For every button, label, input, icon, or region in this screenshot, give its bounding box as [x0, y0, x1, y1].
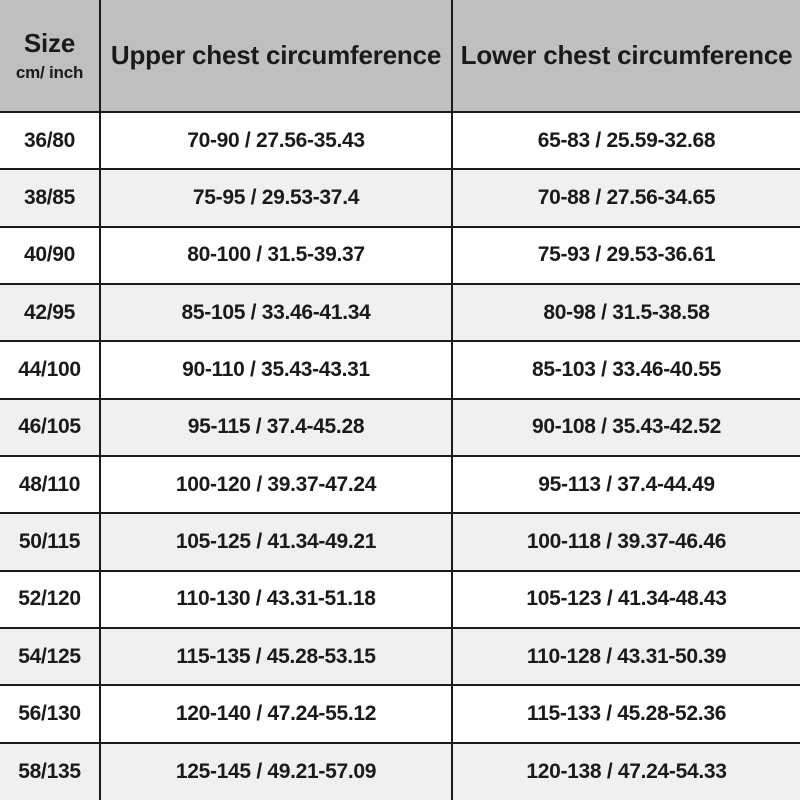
cell-lower-chest: 85-103 / 33.46-40.55: [452, 341, 800, 400]
column-header-size: Size cm/ inch: [0, 0, 101, 113]
table-header: Size cm/ inch Upper chest circumference …: [0, 0, 800, 113]
cell-size: 40/90: [0, 226, 101, 285]
cell-upper-chest: 110-130 / 43.31-51.18: [100, 570, 453, 629]
table-row: 38/85 75-95 / 29.53-37.4 70-88 / 27.56-34.…: [0, 169, 800, 228]
table-row: 50/115 105-125 / 41.34-49.21 100-118 / 39.…: [0, 513, 800, 572]
cell-lower-chest: 90-108 / 35.43-42.52: [452, 398, 800, 457]
column-header-upper-chest-label: Upper chest circumference: [110, 39, 442, 70]
table-row: 52/120 110-130 / 43.31-51.18 105-123 / 41.…: [0, 570, 800, 629]
cell-upper-chest: 95-115 / 37.4-45.28: [100, 398, 453, 457]
cell-upper-chest: 90-110 / 35.43-43.31: [100, 341, 453, 400]
cell-lower-chest: 80-98 / 31.5-38.58: [452, 283, 800, 343]
table-row: 54/125 115-135 / 45.28-53.15 110-128 / 43.…: [0, 627, 800, 687]
cell-lower-chest: 95-113 / 37.4-44.49: [452, 455, 800, 515]
table-body: 36/80 70-90 / 27.56-35.43 65-83 / 25.59-32…: [0, 112, 800, 800]
table-row: 56/130 120-140 / 47.24-55.12 115-133 / 45.…: [0, 685, 800, 744]
table-row: 46/105 95-115 / 37.4-45.28 90-108 / 35.43-…: [0, 398, 800, 457]
cell-size: 46/105: [0, 398, 101, 457]
cell-size: 48/110: [0, 455, 101, 515]
cell-lower-chest: 70-88 / 27.56-34.65: [452, 169, 800, 228]
cell-lower-chest: 100-118 / 39.37-46.46: [452, 513, 800, 572]
cell-upper-chest: 120-140 / 47.24-55.12: [100, 685, 453, 744]
cell-upper-chest: 115-135 / 45.28-53.15: [100, 627, 453, 687]
table-row: 48/110 100-120 / 39.37-47.24 95-113 / 37.4…: [0, 455, 800, 515]
cell-upper-chest: 80-100 / 31.5-39.37: [100, 226, 453, 285]
table-row: 40/90 80-100 / 31.5-39.37 75-93 / 29.53-36…: [0, 226, 800, 285]
cell-size: 54/125: [0, 627, 101, 687]
table-row: 36/80 70-90 / 27.56-35.43 65-83 / 25.59-32…: [0, 112, 800, 171]
table-row: 58/135 125-145 / 49.21-57.09 120-138 / 47.…: [0, 742, 800, 800]
cell-size: 58/135: [0, 742, 101, 800]
cell-size: 38/85: [0, 169, 101, 228]
cell-lower-chest: 115-133 / 45.28-52.36: [452, 685, 800, 744]
cell-size: 44/100: [0, 341, 101, 400]
cell-upper-chest: 75-95 / 29.53-37.4: [100, 169, 453, 228]
table-row: 42/95 85-105 / 33.46-41.34 80-98 / 31.5-38…: [0, 283, 800, 343]
column-header-size-units: cm/ inch: [15, 63, 84, 83]
column-header-lower-chest: Lower chest circumference: [452, 0, 800, 113]
cell-size: 36/80: [0, 112, 101, 171]
cell-size: 50/115: [0, 513, 101, 572]
cell-size: 42/95: [0, 283, 101, 343]
cell-upper-chest: 100-120 / 39.37-47.24: [100, 455, 453, 515]
column-header-lower-chest-label: Lower chest circumference: [460, 39, 793, 70]
cell-upper-chest: 105-125 / 41.34-49.21: [100, 513, 453, 572]
table-row: 44/100 90-110 / 35.43-43.31 85-103 / 33.46…: [0, 341, 800, 400]
cell-lower-chest: 110-128 / 43.31-50.39: [452, 627, 800, 687]
cell-size: 52/120: [0, 570, 101, 629]
column-header-upper-chest: Upper chest circumference: [100, 0, 453, 113]
cell-upper-chest: 70-90 / 27.56-35.43: [100, 112, 453, 171]
cell-upper-chest: 85-105 / 33.46-41.34: [100, 283, 453, 343]
cell-lower-chest: 75-93 / 29.53-36.61: [452, 226, 800, 285]
cell-lower-chest: 65-83 / 25.59-32.68: [452, 112, 800, 171]
cell-lower-chest: 105-123 / 41.34-48.43: [452, 570, 800, 629]
column-header-size-label: Size: [23, 28, 76, 59]
cell-size: 56/130: [0, 685, 101, 744]
header-row: Size cm/ inch Upper chest circumference …: [0, 0, 800, 113]
cell-upper-chest: 125-145 / 49.21-57.09: [100, 742, 453, 800]
cell-lower-chest: 120-138 / 47.24-54.33: [452, 742, 800, 800]
